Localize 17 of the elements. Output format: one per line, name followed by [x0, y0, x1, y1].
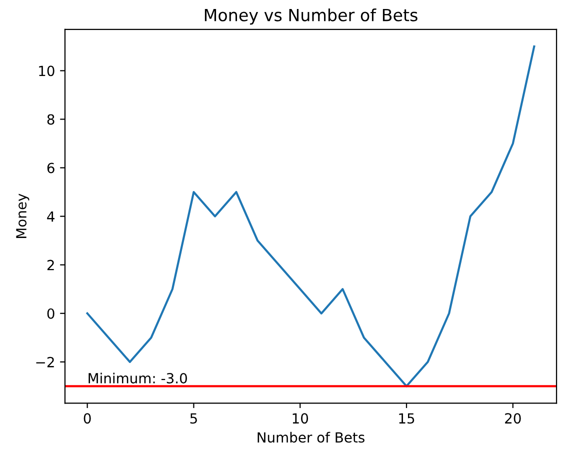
annotation: Minimum: -3.0: [88, 372, 187, 384]
x-tick-label: 15: [399, 413, 414, 424]
y-tick-label: −2: [36, 356, 54, 368]
x-tick-label: 20: [505, 413, 521, 424]
y-tick-label: 4: [47, 211, 54, 222]
y-tick-label: 6: [47, 162, 54, 174]
x-tick-label: 10: [292, 413, 308, 424]
y-tick-label: 10: [39, 66, 54, 76]
x-tick-label: 5: [190, 413, 197, 424]
y-tick-label: 8: [47, 114, 54, 125]
y-tick-label: 0: [47, 308, 54, 319]
chart-title: Money vs Number of Bets: [204, 8, 418, 25]
x-axis-title: Number of Bets: [258, 432, 364, 443]
y-axis-title: Money: [16, 194, 30, 238]
y-tick-label: 2: [47, 260, 54, 270]
x-tick-label: 0: [84, 413, 91, 424]
line-series: [86, 45, 536, 388]
